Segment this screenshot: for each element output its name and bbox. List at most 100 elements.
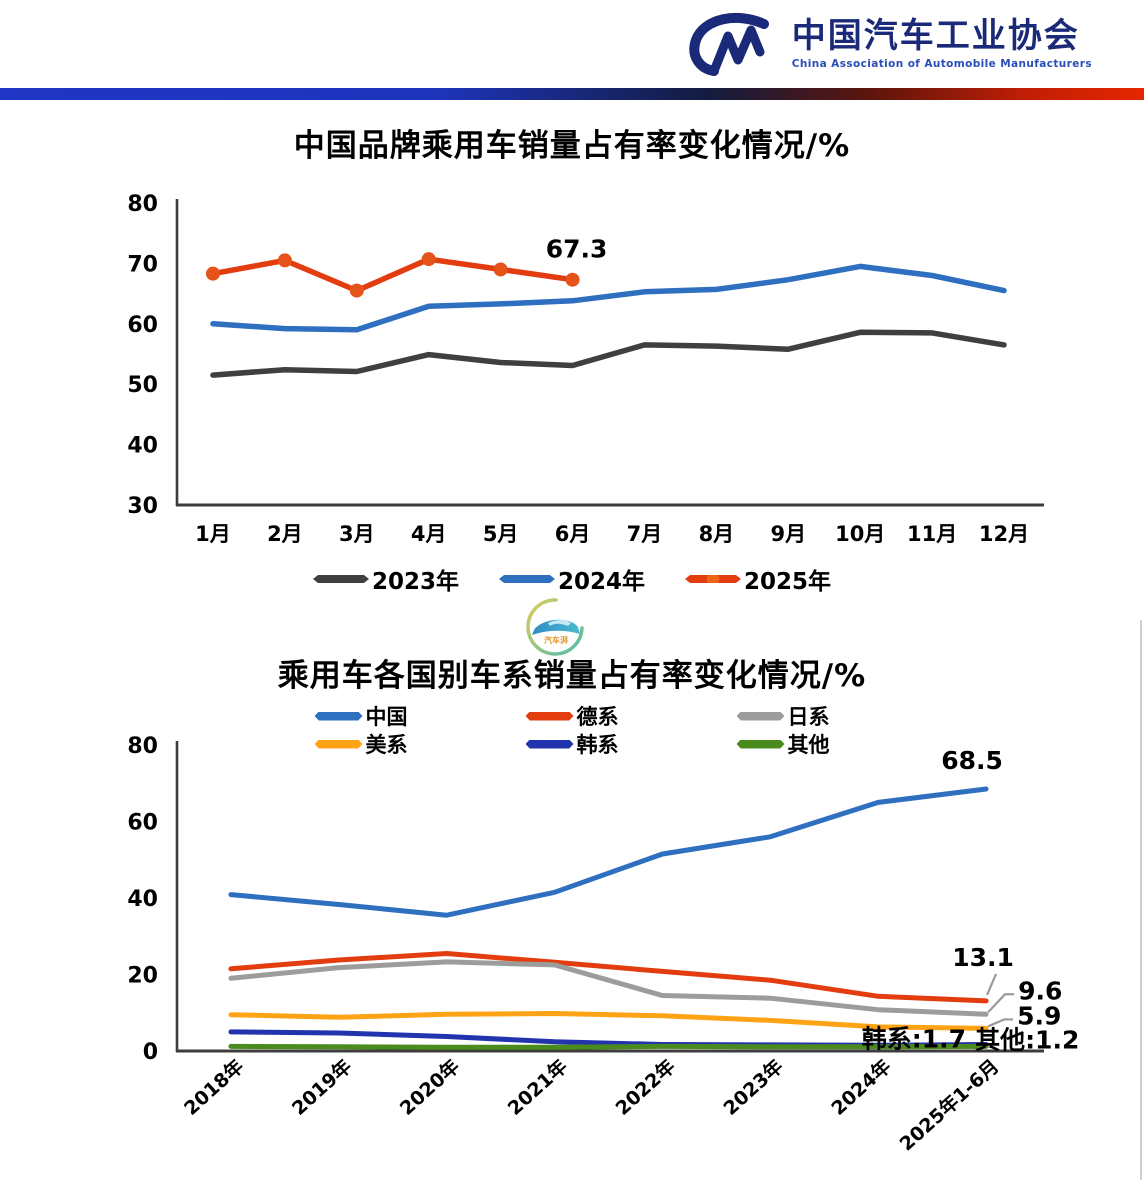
chart2-legend-row2: 美系 韩系 其他 [0, 729, 1144, 759]
y-tick-label: 60 [127, 811, 158, 836]
series-line-日系 [228, 959, 989, 1017]
series-marker-2025年 [205, 266, 220, 281]
legend-marker [525, 739, 574, 749]
leader-line [986, 973, 998, 996]
legend-marker [685, 575, 741, 583]
legend-marker [312, 575, 369, 583]
x-category-label: 11月 [907, 522, 957, 546]
end-label: 9.6 [1018, 976, 1062, 1005]
x-category-label: 6月 [555, 522, 591, 546]
x-category-label: 8月 [699, 522, 735, 546]
right-edge-line [1140, 620, 1142, 1180]
legend-marker-dot [706, 575, 720, 583]
data-label: 67.3 [546, 235, 608, 264]
legend-marker [314, 739, 363, 749]
watermark-text: 汽车湃 [544, 635, 568, 645]
x-category-label: 2019年 [287, 1055, 356, 1120]
x-category-label: 12月 [979, 522, 1029, 546]
chart2-title: 乘用车各国别车系销量占有率变化情况/% [277, 658, 867, 694]
x-category-label: 2025年1-6月 [895, 1055, 1003, 1156]
y-tick-label: 80 [127, 192, 158, 217]
series-marker-2025年 [349, 283, 364, 298]
legend-marker [736, 711, 785, 721]
series-line-2023年 [210, 329, 1007, 378]
x-category-label: 2024年 [827, 1055, 896, 1120]
caam-logo: 中国汽车工业协会 China Association of Automobile… [684, 12, 1092, 76]
series-marker-2025年 [421, 252, 436, 267]
x-category-label: 2022年 [611, 1055, 680, 1120]
end-label: 68.5 [941, 746, 1003, 775]
legend-label: 德系 [576, 705, 619, 729]
y-tick-label: 20 [127, 964, 158, 989]
chart2-legend-row1: 中国 德系 日系 [0, 701, 1144, 731]
x-category-label: 2020年 [395, 1055, 464, 1120]
x-category-label: 10月 [835, 522, 885, 546]
x-category-label: 2018年 [179, 1055, 248, 1120]
legend-label: 其他 [787, 733, 830, 757]
legend-item-韩系: 韩系 [525, 729, 619, 759]
legend-item-2024年: 2024年 [498, 562, 645, 596]
end-label: 5.9 [1017, 1001, 1061, 1030]
series-marker-2025年 [565, 272, 580, 287]
y-tick-label: 80 [127, 734, 158, 759]
org-name-cn: 中国汽车工业协会 [791, 16, 1080, 57]
series-line-中国 [228, 786, 989, 918]
header-divider [0, 88, 1144, 100]
x-category-label: 1月 [195, 522, 231, 546]
series-marker-2025年 [277, 253, 292, 268]
series-line-2024年 [210, 263, 1007, 333]
caam-monogram-icon [689, 13, 769, 76]
legend-label: 2023年 [371, 569, 459, 595]
leader-line [987, 1018, 1014, 1028]
x-category-label: 9月 [770, 522, 806, 546]
legend-marker [498, 575, 555, 583]
legend-item-2025年: 2025年 [685, 562, 831, 596]
legend-item-德系: 德系 [525, 701, 619, 731]
y-tick-label: 50 [127, 373, 158, 398]
series-line-德系 [228, 951, 989, 1004]
y-tick-label: 0 [143, 1040, 158, 1065]
org-name-en: China Association of Automobile Manufact… [791, 57, 1092, 70]
legend-marker [314, 711, 363, 721]
legend-item-美系: 美系 [314, 729, 408, 759]
y-tick-label: 60 [127, 313, 158, 338]
watermark-car-icon: 汽车湃 [526, 598, 584, 656]
y-tick-label: 40 [127, 434, 158, 459]
legend-label: 2025年 [744, 569, 832, 595]
y-tick-label: 40 [127, 887, 158, 912]
x-category-label: 2021年 [503, 1055, 572, 1120]
chart1-title: 中国品牌乘用车销量占有率变化情况/% [293, 128, 851, 164]
y-tick-label: 30 [127, 494, 158, 519]
series-line-其他 [228, 1043, 989, 1050]
logo-text: 中国汽车工业协会 China Association of Automobile… [791, 16, 1092, 70]
legend-label: 中国 [365, 705, 408, 729]
end-label: 韩系:1.7 [862, 1024, 966, 1053]
legend-label: 2024年 [557, 569, 645, 595]
watermark-logo: 汽车湃 [518, 596, 604, 664]
legend-item-2023年: 2023年 [312, 562, 459, 596]
legend-item-中国: 中国 [314, 701, 408, 731]
x-category-label: 2023年 [719, 1055, 788, 1120]
legend-marker [525, 711, 574, 721]
series-marker-2025年 [493, 262, 508, 277]
legend-label: 日系 [787, 705, 830, 729]
legend-label: 韩系 [576, 733, 619, 757]
chart1-legend: 2023年 2024年 2025年 [0, 562, 1144, 596]
end-label: 其他:1.2 [975, 1025, 1079, 1054]
x-category-label: 7月 [627, 522, 663, 546]
legend-item-日系: 日系 [736, 701, 830, 731]
legend-item-其他: 其他 [736, 729, 830, 759]
series-line-2025年 [210, 256, 576, 294]
end-label: 13.1 [952, 943, 1014, 972]
x-category-label: 5月 [483, 522, 519, 546]
legend-label: 美系 [365, 733, 408, 757]
series-line-美系 [228, 1011, 989, 1031]
y-tick-label: 70 [127, 252, 158, 277]
x-category-label: 2月 [267, 522, 303, 546]
x-category-label: 4月 [411, 522, 447, 546]
x-category-label: 3月 [339, 522, 375, 546]
leader-line [987, 993, 1015, 1014]
legend-marker [736, 739, 785, 749]
